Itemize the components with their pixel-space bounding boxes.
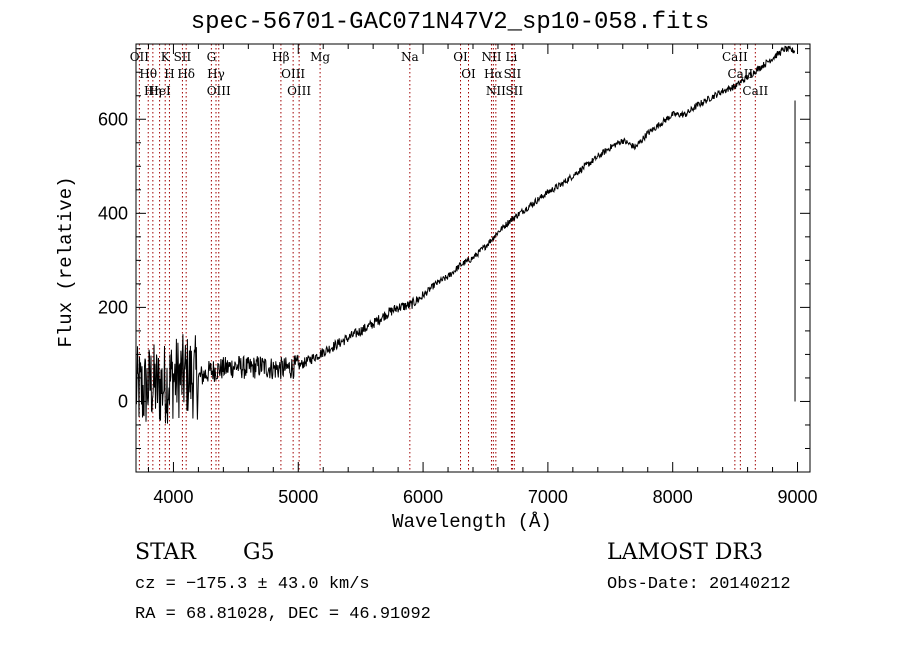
spectrum-series [135, 45, 796, 424]
line-label-19: Hα [484, 67, 503, 81]
line-label-0: OII [130, 50, 150, 64]
x-tick-label: 7000 [528, 487, 568, 507]
line-label-14: Mg [310, 50, 330, 64]
cz-value: cz = −175.3 ± 43.0 km/s [135, 575, 370, 594]
line-label-15: Na [401, 50, 419, 64]
x-tick-label: 5000 [278, 487, 318, 507]
line-label-8: G [207, 50, 217, 64]
x-tick-label: 6000 [403, 487, 443, 507]
line-label-24: CaII [722, 50, 748, 64]
x-tick-label: 4000 [153, 487, 193, 507]
y-tick-label: 400 [98, 203, 128, 223]
line-label-7: Hδ [177, 67, 195, 81]
line-label-3: HeI [148, 84, 171, 98]
line-label-21: Li [506, 50, 518, 64]
line-label-11: Hβ [272, 50, 289, 64]
object-class: STAR [135, 540, 196, 565]
line-label-6: SII [174, 50, 192, 64]
obs-date: Obs-Date: 20140212 [607, 575, 791, 594]
x-tick-label: 8000 [653, 487, 693, 507]
line-label-9: Hγ [207, 67, 225, 81]
coordinates: RA = 68.81028, DEC = 46.91092 [135, 605, 431, 624]
line-label-18: NII [481, 50, 501, 64]
y-tick-label: 200 [98, 297, 128, 317]
line-label-2: Hη [144, 84, 162, 98]
line-label-25: CaII [727, 67, 753, 81]
line-label-22: SII [504, 67, 522, 81]
x-tick-label: 9000 [777, 487, 817, 507]
chart-title: spec-56701-GAC071N47V2_sp10-058.fits [190, 9, 710, 36]
y-tick-label: 0 [118, 391, 128, 411]
line-label-13: OIII [287, 84, 311, 98]
line-label-4: K [161, 50, 171, 64]
survey-name: LAMOST DR3 [607, 540, 763, 565]
y-axis-label: Flux (relative) [55, 176, 77, 348]
object-subclass: G5 [243, 540, 275, 565]
line-label-10: OIII [207, 84, 231, 98]
line-label-5: H [164, 67, 174, 81]
line-label-12: OIII [281, 67, 305, 81]
line-label-23: SII [505, 84, 523, 98]
y-tick-label: 600 [98, 109, 128, 129]
line-markers [138, 44, 756, 472]
line-label-20: NII [486, 84, 506, 98]
x-axis-label: Wavelength (Å) [392, 511, 552, 533]
line-label-16: OI [453, 50, 468, 64]
line-label-1: Hθ [139, 67, 157, 81]
line-label-17: OI [461, 67, 476, 81]
line-label-26: CaII [742, 84, 768, 98]
spectrum-line [135, 45, 796, 424]
axes: 4000 5000 6000 7000 8000 9000 0 200 400 600 [98, 43, 818, 507]
